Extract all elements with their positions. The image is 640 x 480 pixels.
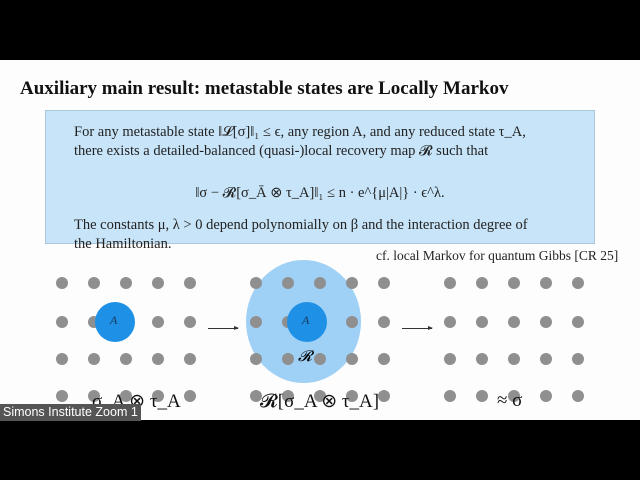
theorem-statement: For any metastable state ‖𝓛[σ]‖₁ ≤ ϵ, an…	[74, 123, 526, 161]
lattice-site	[88, 353, 100, 365]
lattice-site	[282, 390, 294, 402]
arrow-icon	[208, 326, 239, 330]
lattice-site	[378, 390, 390, 402]
lattice-site	[282, 277, 294, 289]
lattice-site	[184, 316, 196, 328]
lattice-site	[572, 277, 584, 289]
lattice-site	[540, 353, 552, 365]
lattice-site	[250, 353, 262, 365]
reference-note: cf. local Markov for quantum Gibbs [CR 2…	[376, 248, 619, 263]
lattice-site	[282, 353, 294, 365]
lattice-site	[120, 390, 132, 402]
lattice-site	[120, 353, 132, 365]
lattice-site	[152, 316, 164, 328]
lattice-site	[476, 353, 488, 365]
lattice-site	[250, 316, 262, 328]
recovery-label: 𝓡	[298, 349, 313, 365]
region-a-blob	[287, 302, 327, 342]
theorem-line: there exists a detailed-balanced (quasi-…	[74, 143, 489, 159]
lattice-site	[444, 390, 456, 402]
slide-title: Auxiliary main result: metastable states…	[20, 78, 509, 99]
lattice-site	[56, 316, 68, 328]
region-a-label: A	[110, 313, 118, 327]
caption-result: ≈ σ	[497, 390, 523, 411]
caption-recovered: 𝓡[σ_A ⊗ τ_A]	[260, 391, 380, 412]
slide: Auxiliary main result: metastable states…	[0, 60, 640, 420]
lattice-site	[346, 390, 358, 402]
lattice-site	[346, 277, 358, 289]
lattice-site	[250, 277, 262, 289]
lattice-site	[378, 316, 390, 328]
lattice-site	[572, 353, 584, 365]
lattice-site	[346, 353, 358, 365]
lattice-site	[152, 277, 164, 289]
lattice-site	[572, 390, 584, 402]
lattice-site	[314, 353, 326, 365]
lattice-site	[184, 353, 196, 365]
lattice-site	[476, 316, 488, 328]
lattice-site	[476, 390, 488, 402]
lattice-site	[508, 277, 520, 289]
theorem-line: the Hamiltonian.	[74, 236, 172, 252]
lattice-site	[152, 353, 164, 365]
lattice-site	[444, 316, 456, 328]
lattice-site	[540, 316, 552, 328]
arrow-icon	[402, 326, 433, 330]
theorem-equation: ‖σ − 𝓡[σ_Ā ⊗ τ_A]‖₁ ≤ n · e^{μ|A|} · ϵ^λ…	[195, 185, 445, 201]
lattice-site	[572, 316, 584, 328]
lattice-site	[378, 353, 390, 365]
theorem-line: The constants μ, λ > 0 depend polynomial…	[74, 217, 528, 233]
region-a-label: A	[302, 313, 310, 327]
lattice-site	[250, 390, 262, 402]
lattice-site	[314, 390, 326, 402]
lattice-site	[540, 390, 552, 402]
lattice-site	[508, 316, 520, 328]
lattice-site	[444, 353, 456, 365]
lattice-site	[378, 277, 390, 289]
lattice-site	[540, 277, 552, 289]
lattice-site	[120, 277, 132, 289]
lattice-site	[444, 277, 456, 289]
theorem-line: For any metastable state ‖𝓛[σ]‖₁ ≤ ϵ, an…	[74, 124, 526, 140]
lattice-site	[508, 390, 520, 402]
lattice-site	[88, 277, 100, 289]
lattice-site	[56, 390, 68, 402]
lattice-site	[184, 390, 196, 402]
lattice-site	[476, 277, 488, 289]
lattice-site	[508, 353, 520, 365]
theorem-box: For any metastable state ‖𝓛[σ]‖₁ ≤ ϵ, an…	[45, 110, 595, 252]
lattice-site	[314, 277, 326, 289]
lattice-site	[346, 316, 358, 328]
lattice-site	[56, 353, 68, 365]
lattice-site	[184, 277, 196, 289]
region-a-blob	[95, 302, 135, 342]
theorem-remark: The constants μ, λ > 0 depend polynomial…	[74, 216, 528, 254]
lattice-site	[88, 390, 100, 402]
lattice-site	[56, 277, 68, 289]
lattice-site	[152, 390, 164, 402]
participant-name-label: Simons Institute Zoom 1	[0, 404, 141, 421]
